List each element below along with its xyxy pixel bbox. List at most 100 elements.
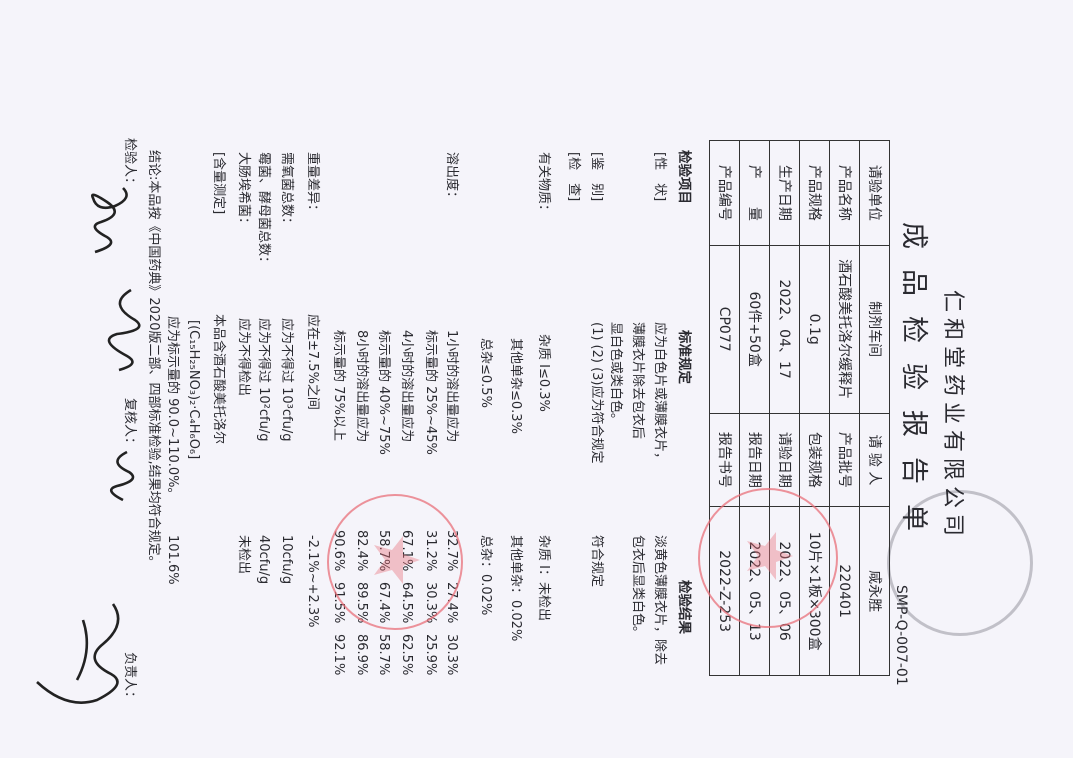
result-text: -2.1%~+2.3%: [305, 535, 320, 628]
test-item: 重量差异：: [305, 152, 320, 218]
standard-text: 总杂≤0.5%: [478, 338, 493, 408]
test-item: 溶出度：: [444, 152, 459, 205]
standard-text: 1小时的溶出量应为: [444, 330, 459, 443]
info-table: 请验单位 制剂车间请 验 人咸永胜 产品名称 酒石酸美托洛尔缓释片 产品批号 220401…: [709, 140, 890, 676]
dissolution-result: 25.9%: [423, 634, 438, 676]
standard-text: 4小时的溶出量应为: [399, 330, 414, 443]
info-label: 产 量: [739, 140, 770, 246]
form-code: SMP-Q-007-01: [893, 585, 909, 686]
standard-text: 应为不得检出: [236, 318, 251, 397]
dissolution-result: 92.1%: [331, 634, 346, 676]
info-label: 请 验 人: [859, 413, 890, 507]
standard-text: 标示量的 40%~75%: [376, 330, 391, 455]
result-text: 符合规定: [589, 535, 604, 588]
standard-text: 应为标示量的 90.0~110.0%。: [165, 316, 180, 501]
info-value: 酒石酸美托洛尔缓释片: [829, 245, 860, 413]
company-name: 仁和堂药业有限公司: [940, 290, 965, 543]
info-value: 2022、05、06: [769, 506, 800, 676]
standard-text: 8小时的溶出量应为: [354, 330, 369, 443]
dissolution-result: 62.5%: [399, 634, 414, 676]
standard-text: 本品含酒石酸美托洛尔: [211, 314, 226, 445]
info-row: 产品编号 CP077 报告书号 2022-Z-253: [709, 140, 740, 676]
dissolution-result: 90.6%: [331, 530, 346, 572]
info-label: 请验单位: [859, 140, 890, 246]
test-item: 霉菌、酵母菌总数：: [256, 152, 271, 270]
info-label: 生产日期: [769, 140, 800, 246]
info-label: 产品名称: [829, 140, 860, 246]
standard-text: 标示量的 75%以上: [331, 330, 346, 442]
info-value: 咸永胜: [859, 506, 890, 676]
result-text: 101.6%: [165, 535, 180, 585]
test-item: [性 状]: [652, 152, 667, 202]
standard-text: 其他单杂≤0.3%: [508, 338, 523, 434]
standard-text: (1) (2) (3)应为符合规定: [589, 322, 604, 464]
info-label: 产品编号: [709, 140, 740, 246]
column-header-standard: 标准规定: [676, 330, 692, 384]
info-value: 220401: [829, 506, 860, 676]
standard-text: 显白色或类白色。: [608, 322, 623, 427]
inspector-signature: [91, 187, 141, 372]
red-seal-company: [327, 494, 463, 630]
result-text: 40cfu/g: [256, 535, 271, 585]
column-header-result: 检验结果: [676, 580, 692, 634]
supervisor-signature: [36, 603, 120, 704]
dissolution-result: 30.3%: [423, 582, 438, 624]
info-row: 产品规格 0.1g 包装规格 10片×1板×300盒: [799, 140, 830, 676]
info-value: 60件+50盒: [739, 245, 770, 413]
dissolution-result: 58.7%: [376, 634, 391, 676]
dissolution-result: 30.3%: [444, 634, 459, 676]
dissolution-result: 31.2%: [423, 530, 438, 572]
info-label: 请验日期: [769, 413, 800, 507]
info-row: 请验单位 制剂车间请 验 人咸永胜: [859, 140, 890, 676]
info-label: 产品批号: [829, 413, 860, 507]
dissolution-result: 32.7%: [444, 530, 459, 572]
result-text: 杂质 Ⅰ：未检出: [536, 535, 551, 621]
standard-text: [(C₁₅H₂₅NO₃)₂·C₄H₆O₆]: [186, 320, 201, 460]
info-value: 0.1g: [799, 245, 830, 413]
standard-text: 应为不得过 10³cfu/g: [279, 318, 294, 442]
result-text: 其他单杂：0.02%: [508, 535, 523, 642]
dissolution-result: 91.5%: [331, 582, 346, 624]
result-text: 包衣后显类白色。: [630, 535, 645, 640]
result-text: 未检出: [236, 535, 251, 575]
info-label: 产品规格: [799, 140, 830, 246]
column-header-item: 检验项目: [676, 150, 692, 204]
standard-text: 标示量的 25%~45%: [423, 330, 438, 455]
result-text: 淡黄色薄膜衣片，除去: [652, 535, 667, 666]
test-item: 有关物质：: [536, 152, 551, 218]
info-label: 报告日期: [739, 413, 770, 507]
test-item: [鉴 别]: [589, 152, 604, 202]
info-row: 产 量 60件+50盒 报告日期 2022、05、13: [739, 140, 770, 676]
dissolution-result: 89.5%: [354, 582, 369, 624]
test-item: [含量测定]: [211, 152, 226, 215]
standard-text: 杂质 Ⅰ≤0.3%: [536, 334, 551, 412]
reviewer-signature: [109, 450, 135, 502]
info-label: 包装规格: [799, 413, 830, 507]
info-row: 产品名称 酒石酸美托洛尔缓释片 产品批号 220401: [829, 140, 860, 676]
info-value: 2022-Z-253: [709, 506, 740, 676]
handwritten-signatures: [36, 187, 141, 704]
info-value: 10片×1板×300盒: [799, 506, 830, 676]
result-text: 总杂：0.02%: [478, 535, 493, 616]
test-item: [检 查]: [566, 152, 581, 202]
dissolution-result: 86.9%: [354, 634, 369, 676]
dissolution-result: 64.5%: [399, 582, 414, 624]
info-value: 2022、04、17: [769, 245, 800, 413]
standard-text: 应为不得过 10²cfu/g: [256, 318, 271, 442]
dissolution-result: 27.4%: [444, 582, 459, 624]
info-value: 制剂车间: [859, 245, 890, 413]
dissolution-result: 67.4%: [376, 582, 391, 624]
standard-text: 应在±7.5%之间: [305, 314, 320, 410]
info-row: 生产日期 2022、04、17 请验日期 2022、05、06: [769, 140, 800, 676]
test-item: 大肠埃希菌：: [236, 152, 251, 231]
info-value: 2022、05、13: [739, 506, 770, 676]
info-value: CP077: [709, 245, 740, 413]
test-item: 需氧菌总数：: [279, 152, 294, 231]
info-label: 报告书号: [709, 413, 740, 507]
standard-text: 薄膜衣片除去包衣后: [630, 322, 645, 440]
dissolution-result: 58.7%: [376, 530, 391, 572]
result-text: 10cfu/g: [279, 535, 294, 585]
standard-text: 应为白色片或薄膜衣片，: [652, 322, 667, 466]
report-title: 成品检验报告单: [898, 222, 929, 551]
